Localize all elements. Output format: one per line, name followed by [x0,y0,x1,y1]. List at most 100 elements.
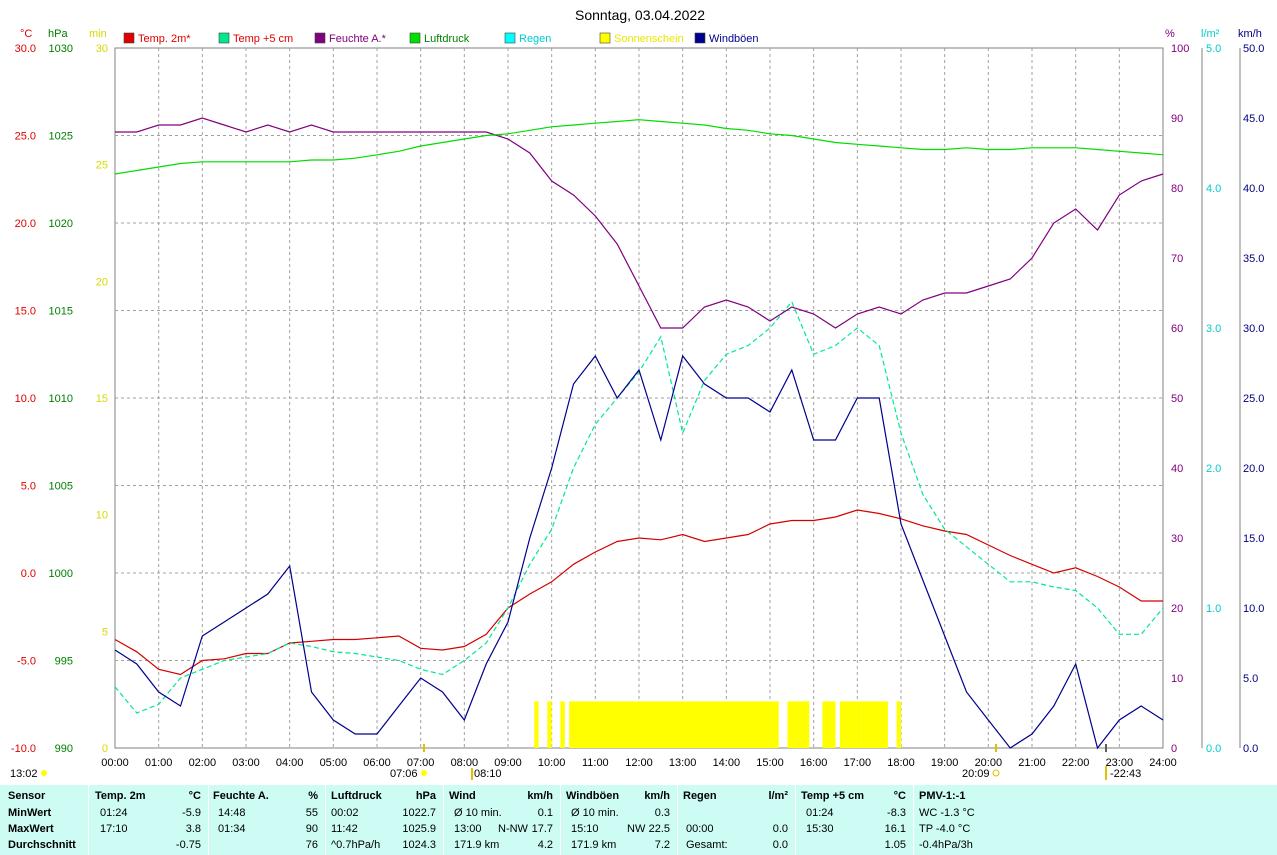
stats-temp5cm-value: 1.05 [884,839,906,851]
time-tick-label: 02:00 [189,757,217,769]
temp-unit-label: °C [20,28,32,40]
stats-temp2m-value: 3.8 [185,823,201,835]
time-tick-label: 17:00 [844,757,872,769]
temp-tick-label: -10.0 [11,743,36,755]
stats-gusts-desc: 15:10 [571,823,599,835]
stats-header-sensor: Sensor [8,790,46,802]
sunshine-bar [569,701,779,748]
stats-separator [560,785,561,855]
stats-temp2m-time: 01:24 [100,807,128,819]
weather-chart: Sonntag, 03.04.2022 Temp. 2m* Temp +5 cm F… [10,7,1264,780]
time-tick-label: 07:00 [407,757,435,769]
series-lines [114,117,1164,750]
stats-separator [88,785,89,855]
stats-wind-desc: Ø 10 min. [454,807,502,819]
time-tick-label: 23:00 [1106,757,1134,769]
temp-tick-label: 20.0 [15,218,36,230]
sunshine-bar [560,701,565,748]
stats-header-rain: Regen [683,790,717,802]
min-tick-label: 10 [96,510,108,522]
stats-separator [208,785,209,855]
stats-row-label: MaxWert [8,823,54,835]
time-tick-label: 21:00 [1018,757,1046,769]
legend-swatch [218,32,230,44]
stats-temp5cm-time: 15:30 [806,823,834,835]
time-tick-label: 09:00 [494,757,522,769]
stats-gusts-direction: NW [627,823,646,835]
stats-pmv-value: WC -1.3 °C [919,807,975,819]
stats-wind-desc: 13:00 [454,823,482,835]
min-tick-label: 25 [96,160,108,172]
moonrise-label: 08:10 [474,768,502,780]
min-tick-label: 15 [96,393,108,405]
wind-gust-line [114,354,1164,750]
stats-humidity-value: 55 [305,807,318,819]
stats-rain-time: Gesamt: [686,839,728,851]
legend-label: Temp +5 cm [233,33,293,45]
wind-tick-label: 45.0 [1243,113,1264,125]
wind-tick-label: 40.0 [1243,183,1264,195]
time-tick-label: 01:00 [145,757,173,769]
wind-tick-label: 5.0 [1243,673,1258,685]
min-tick-label: 20 [96,276,108,288]
pct-tick-label: 90 [1171,113,1183,125]
legend-swatch [599,32,611,44]
time-tick-label: 16:00 [800,757,828,769]
sunshine-bar [839,701,862,748]
legend-label: Sonnenschein [614,33,684,45]
hpa-tick-label: 1010 [49,393,73,405]
legend-swatch [694,32,706,44]
rain-tick-label: 2.0 [1206,463,1221,475]
stats-gusts-value: 7.2 [654,839,670,851]
pct-tick-label: 10 [1171,673,1183,685]
wind-unit-label: km/h [1238,28,1262,40]
legend-swatch [314,32,326,44]
stats-pressure-time: 11:42 [331,823,358,835]
stats-wind-direction: N-NW [498,823,528,835]
wind-tick-label: 15.0 [1243,533,1264,545]
rain-tick-label: 3.0 [1206,323,1221,335]
pct-tick-label: 70 [1171,253,1183,265]
current-time-label: 13:02 [10,768,38,780]
hpa-tick-label: 990 [55,743,73,755]
stats-humidity-time: 14:48 [218,807,246,819]
wind-tick-label: 30.0 [1243,323,1264,335]
sunshine-bar [896,701,901,748]
temp-tick-label: 0.0 [21,568,36,580]
time-tick-label: 13:00 [669,757,697,769]
time-tick-label: 03:00 [232,757,260,769]
stats-wind-value: 0.1 [537,807,553,819]
pct-tick-label: 50 [1171,393,1183,405]
legend-swatch [409,32,421,44]
stats-separator [677,785,678,855]
hpa-tick-label: 1025 [49,131,73,143]
legend-label: Temp. 2m* [138,33,191,45]
stats-header-humidity-unit: % [308,790,318,802]
stats-humidity-time: 01:34 [218,823,246,835]
stats-pressure-time: 00:02 [331,807,359,819]
stats-header-temp2m-unit: °C [188,790,201,802]
stats-pmv-value: TP -4.0 °C [919,823,971,835]
rain-tick-label: 0.0 [1206,743,1221,755]
stats-header-gusts: Windböen [566,790,620,802]
temp-2m-line [114,509,1163,676]
wind-tick-label: 10.0 [1243,603,1264,615]
stats-temp2m-value: -0.75 [175,839,201,851]
stats-separator [443,785,444,855]
time-tick-label: 06:00 [363,757,391,769]
hpa-tick-label: 1015 [49,306,73,318]
sunshine-bar [787,701,810,748]
stats-header-temp2m: Temp. 2m [95,790,146,802]
stats-header-wind-unit: km/h [527,790,553,802]
stats-temp2m-time: 17:10 [100,823,128,835]
legend-label: Feuchte A.* [329,33,387,45]
stats-pressure-value: 1024.3 [402,839,436,851]
pct-tick-label: 40 [1171,463,1183,475]
stats-pmv-value: -0.4hPa/3h [919,839,973,851]
sunshine-bar [547,701,552,748]
hpa-unit-label: hPa [48,28,68,40]
stats-header-pressure-unit: hPa [415,790,436,802]
chart-svg: Sonntag, 03.04.2022 Temp. 2m* Temp +5 cm F… [10,7,1264,780]
legend-swatch [504,32,516,44]
wind-tick-label: 35.0 [1243,253,1264,265]
